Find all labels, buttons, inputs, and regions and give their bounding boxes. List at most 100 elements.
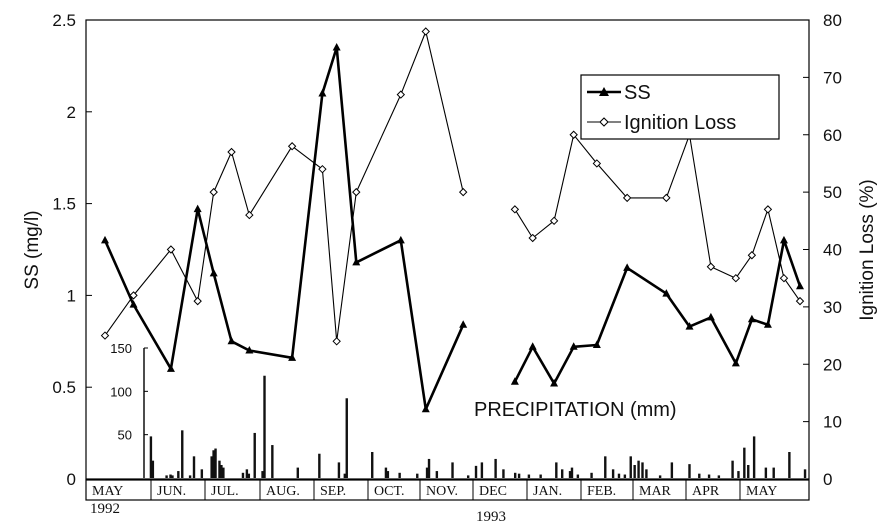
month-label: JUL. (211, 484, 239, 499)
year-label-1992: 1992 (90, 501, 120, 517)
ss-point (796, 281, 804, 290)
y-tick-label: 0.5 (52, 378, 76, 397)
ss-point (193, 204, 202, 213)
precipitation-bar (731, 460, 734, 478)
month-strip: MAY JUN. JUL. AUG. SEP. OCT. NOV. DEC JAN. FEB. MA… (85, 479, 810, 501)
year-label-1993: 1993 (476, 509, 506, 524)
precipitation-bar (210, 456, 213, 478)
ss-point (569, 342, 578, 350)
ignition-loss-point (510, 205, 520, 214)
ss-point (528, 342, 537, 350)
ss-point (101, 235, 109, 244)
ss-point (685, 322, 694, 330)
ss-point (288, 353, 297, 361)
precipitation-bar (590, 472, 593, 478)
ignition-loss-point (731, 273, 741, 283)
y-tick-label: 2.5 (52, 11, 76, 30)
month-label: OCT. (374, 484, 404, 499)
precipitation-bar (747, 465, 750, 478)
ignition-loss-point (528, 233, 537, 243)
precipitation-bar (788, 452, 791, 478)
y-tick-label: 1 (67, 286, 76, 305)
ignition-loss-point (569, 130, 578, 139)
precipitation-bar (151, 460, 155, 478)
legend-il-label: Ignition Loss (624, 112, 736, 134)
precipitation-bar (345, 398, 348, 478)
precipitation-bar (425, 467, 429, 478)
ss-point (763, 320, 772, 328)
ss-point (332, 43, 341, 51)
precipitation-bar (245, 469, 249, 478)
precipitation-bar (560, 469, 564, 478)
ignition-loss-point (209, 187, 218, 197)
precipitation-bar (371, 452, 374, 478)
precipitation-tick-label: 100 (110, 384, 132, 399)
month-label: JUN. (157, 484, 186, 499)
month-label: JAN. (533, 484, 562, 499)
precipitation-group: 50 100 150 (110, 341, 807, 478)
ignition-loss-point (129, 291, 138, 300)
ignition-loss-point (706, 262, 716, 271)
precipitation-bar (743, 447, 746, 478)
precipitation-bar (416, 473, 419, 478)
ss-point (731, 358, 740, 367)
series-group (100, 27, 805, 413)
y2-tick-label: 60 (823, 126, 842, 145)
y2-tick-label: 20 (823, 355, 842, 374)
ss-point (318, 88, 327, 97)
precipitation-bar (637, 460, 640, 478)
legend-ss-label: SS (624, 82, 651, 104)
precipitation-bar (386, 471, 390, 478)
ss-point (510, 377, 519, 385)
precipitation-bar (752, 436, 756, 478)
y-tick-label: 0 (67, 470, 76, 489)
legend-box (580, 74, 780, 140)
y2-tick-label: 40 (823, 241, 842, 260)
ignition-loss-point (227, 147, 236, 157)
precipitation-bar (576, 474, 580, 478)
y2-tick-label: 70 (823, 68, 842, 87)
ignition-loss-line (104, 30, 464, 342)
ss-point (421, 404, 430, 413)
precipitation-bar (568, 471, 572, 478)
y2-tick-label: 10 (823, 413, 842, 432)
axes-group: 0 0.5 1 1.5 2 2.5 0 10 20 30 40 50 60 70 80 (52, 11, 842, 489)
y-tick-label: 2 (67, 103, 76, 122)
ss-line (103, 46, 465, 411)
precipitation-bar (384, 467, 388, 478)
month-label: FEB. (587, 484, 616, 499)
precipitation-tick-label: 50 (118, 428, 132, 443)
precipitation-bar (707, 474, 711, 478)
ignition-loss-point (592, 159, 602, 168)
ignition-loss-point (193, 296, 202, 306)
precipitation-bar (451, 462, 454, 478)
precipitation-bar (517, 473, 521, 478)
ss-point (396, 235, 405, 244)
ignition-loss-point (779, 273, 789, 283)
precipitation-bar (803, 469, 807, 478)
y2-tick-label: 30 (823, 298, 842, 317)
precipitation-bar (555, 462, 558, 478)
y2-tick-label: 80 (823, 11, 842, 30)
precipitation-bar (263, 375, 266, 478)
legend: SS Ignition Loss (580, 74, 780, 140)
precipitation-bar (261, 471, 264, 478)
precipitation-bar (633, 465, 636, 478)
ss-point (779, 235, 788, 244)
ignition-loss-point (795, 296, 805, 306)
precipitation-bar (641, 462, 644, 478)
month-label: MAR (639, 484, 672, 499)
ignition-loss-point (458, 187, 468, 197)
legend-il-marker (599, 117, 609, 127)
ss-point (623, 263, 632, 271)
precipitation-bar (188, 475, 192, 478)
precipitation-bar (539, 474, 542, 478)
ignition-loss-point (318, 164, 327, 174)
precipitation-bar (435, 471, 439, 478)
ignition-loss-point (421, 27, 430, 36)
precipitation-bar (296, 467, 300, 478)
y2-tick-label: 0 (823, 470, 832, 489)
precipitation-bar (670, 462, 674, 478)
precipitation-bar (171, 475, 174, 478)
precipitation-bar (177, 471, 180, 478)
